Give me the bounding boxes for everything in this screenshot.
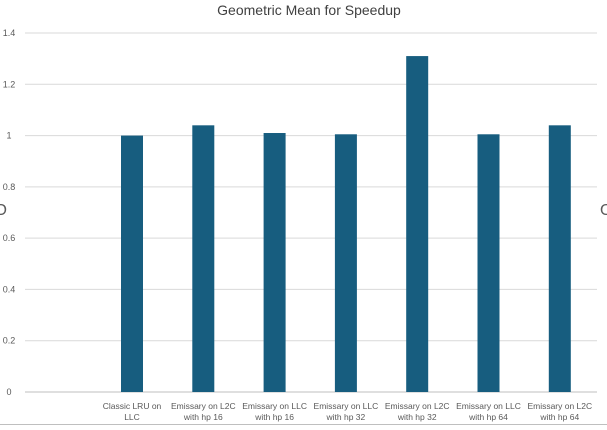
category-label-line: Emissary on LLC <box>314 401 379 411</box>
y-tick-label: 0.6 <box>3 233 16 243</box>
bar <box>406 56 429 392</box>
bar <box>334 134 357 392</box>
category-label-line: with hp 64 <box>539 412 579 422</box>
category-label-line: LLC <box>124 412 140 422</box>
category-label-line: with hp 16 <box>183 412 223 422</box>
category-label-line: Emissary on L2C <box>385 401 450 411</box>
category-label-line: Emissary on LLC <box>242 401 307 411</box>
category-label-line: Classic LRU on <box>103 401 162 411</box>
category-label-line: with hp 32 <box>326 412 366 422</box>
category-label-line: with hp 64 <box>468 412 508 422</box>
gridlines <box>25 32 597 393</box>
category-label: Emissary on LLC with hp 64 <box>456 401 521 422</box>
bar <box>548 125 571 393</box>
category-label: Emissary on L2C with hp 64 <box>527 401 592 422</box>
bars <box>121 56 571 393</box>
y-axis-tick-labels: 0 0.2 0.4 0.6 0.8 1 1.2 1.4 <box>3 28 16 397</box>
y-tick-label: 1 <box>6 131 11 141</box>
y-tick-label: 0.8 <box>3 182 16 192</box>
y-tick-label: 1.2 <box>3 79 16 89</box>
category-label: Emissary on L2C with hp 16 <box>171 401 236 422</box>
y-tick-label: 0 <box>6 387 11 397</box>
bar <box>121 135 143 393</box>
bar <box>263 133 286 392</box>
y-tick-label: 1.4 <box>3 28 16 38</box>
y-tick-label: 0.4 <box>3 284 16 294</box>
category-label-line: Emissary on LLC <box>456 401 521 411</box>
category-label: Emissary on LLC with hp 32 <box>314 401 379 422</box>
category-label: Emissary on LLC with hp 16 <box>242 401 307 422</box>
bar <box>477 134 500 392</box>
category-label: Emissary on L2C with hp 32 <box>385 401 450 422</box>
bar <box>192 125 215 393</box>
chart-title: Geometric Mean for Speedup <box>217 2 401 18</box>
category-label-line: with hp 32 <box>397 412 437 422</box>
category-label-line: with hp 16 <box>254 412 294 422</box>
category-label-line: Emissary on L2C <box>527 401 592 411</box>
right-edge-fragment: O <box>600 202 607 219</box>
left-edge-fragment: O <box>0 202 7 219</box>
y-tick-label: 0.2 <box>3 336 16 346</box>
category-label-line: Emissary on L2C <box>171 401 236 411</box>
category-label: Classic LRU on LLC <box>103 401 162 422</box>
